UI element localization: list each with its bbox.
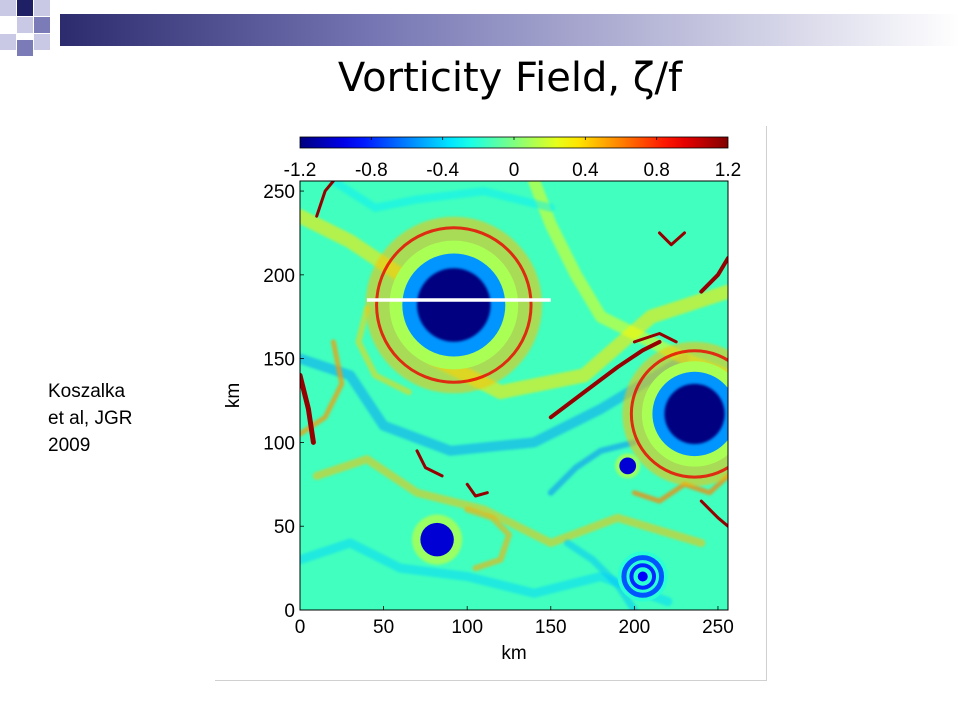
plot-frame	[299, 180, 729, 611]
x-tick-label: 250	[702, 617, 734, 638]
template-square	[34, 0, 50, 16]
vorticity-sheet	[300, 372, 316, 445]
colorbar-tick-label: 0.8	[643, 160, 669, 181]
x-tick-label: 0	[295, 617, 306, 638]
citation: Koszalka et al, JGR 2009	[48, 378, 198, 459]
y-axis-label: km	[223, 383, 244, 408]
colorbar-tick-label: -0.4	[426, 160, 459, 181]
vorticity-sheet	[315, 181, 335, 218]
template-square	[0, 34, 16, 50]
vorticity-filament	[300, 353, 690, 456]
y-tick-label: 0	[284, 601, 295, 622]
figure-frame: -1.2 -0.8 -0.4 0 0.4 0.8 1.2 0 50 100 150 200 250 0 50…	[215, 126, 767, 681]
vorticity-filament	[312, 455, 706, 547]
citation-line: Koszalka	[48, 381, 126, 402]
x-tick-label: 200	[619, 617, 651, 638]
heatmap-field	[300, 181, 728, 610]
template-bar	[60, 14, 960, 46]
template-square	[0, 0, 16, 16]
vorticity-filament	[547, 439, 638, 496]
eddy-swirl-arm	[629, 563, 657, 590]
vorticity-filament	[329, 181, 555, 212]
eddy-ring	[629, 349, 728, 479]
y-tick-label: 250	[263, 182, 295, 203]
colorbar-tick-label: -0.8	[355, 160, 388, 181]
y-tick-label: 150	[263, 350, 295, 371]
colorbar-tick-label: -1.2	[284, 160, 317, 181]
slide-title: Vorticity Field, ζ/f	[337, 55, 683, 101]
eddy-core	[619, 457, 637, 475]
vorticity-chart: -1.2 -0.8 -0.4 0 0.4 0.8 1.2 0 50 100 150 200 250 0 50…	[223, 136, 741, 664]
vorticity-sheet	[699, 499, 728, 528]
x-tick-label: 100	[451, 617, 483, 638]
eddy-swirl-arm	[621, 555, 665, 598]
template-square	[17, 17, 33, 33]
eddy-core	[664, 383, 725, 445]
vorticity-sheet	[548, 339, 662, 420]
y-tick-label: 200	[263, 266, 295, 287]
citation-line: et al, JGR	[48, 408, 133, 429]
template-square	[34, 34, 50, 50]
vorticity-sheet	[632, 332, 678, 344]
vorticity-sheet	[465, 482, 489, 498]
y-tick-label: 100	[263, 433, 295, 454]
vorticity-filament	[355, 305, 412, 396]
vorticity-filament	[300, 538, 673, 607]
x-tick-label: 150	[535, 617, 567, 638]
citation-line: 2009	[48, 435, 91, 456]
eddy-ring	[375, 226, 533, 384]
vorticity-sheet	[415, 449, 444, 478]
x-tick-label: 50	[373, 617, 394, 638]
vorticity-sheet	[699, 256, 728, 294]
colorbar-tick-label: 0.4	[572, 160, 599, 181]
eddy-core	[417, 268, 491, 342]
y-tick-label: 50	[274, 517, 295, 538]
vorticity-filament	[464, 506, 512, 572]
template-square	[34, 17, 50, 33]
vorticity-sheet	[658, 231, 686, 247]
vorticity-filament	[564, 539, 638, 610]
x-axis-label: km	[501, 643, 526, 664]
colorbar-tick-label: 1.2	[715, 160, 741, 181]
eddy-core	[420, 522, 454, 557]
colorbar-tick-label: 0	[509, 160, 520, 181]
eddy-swirl-center	[637, 571, 648, 582]
template-square	[17, 0, 33, 16]
template-square	[17, 40, 33, 56]
template-decoration	[0, 0, 960, 56]
